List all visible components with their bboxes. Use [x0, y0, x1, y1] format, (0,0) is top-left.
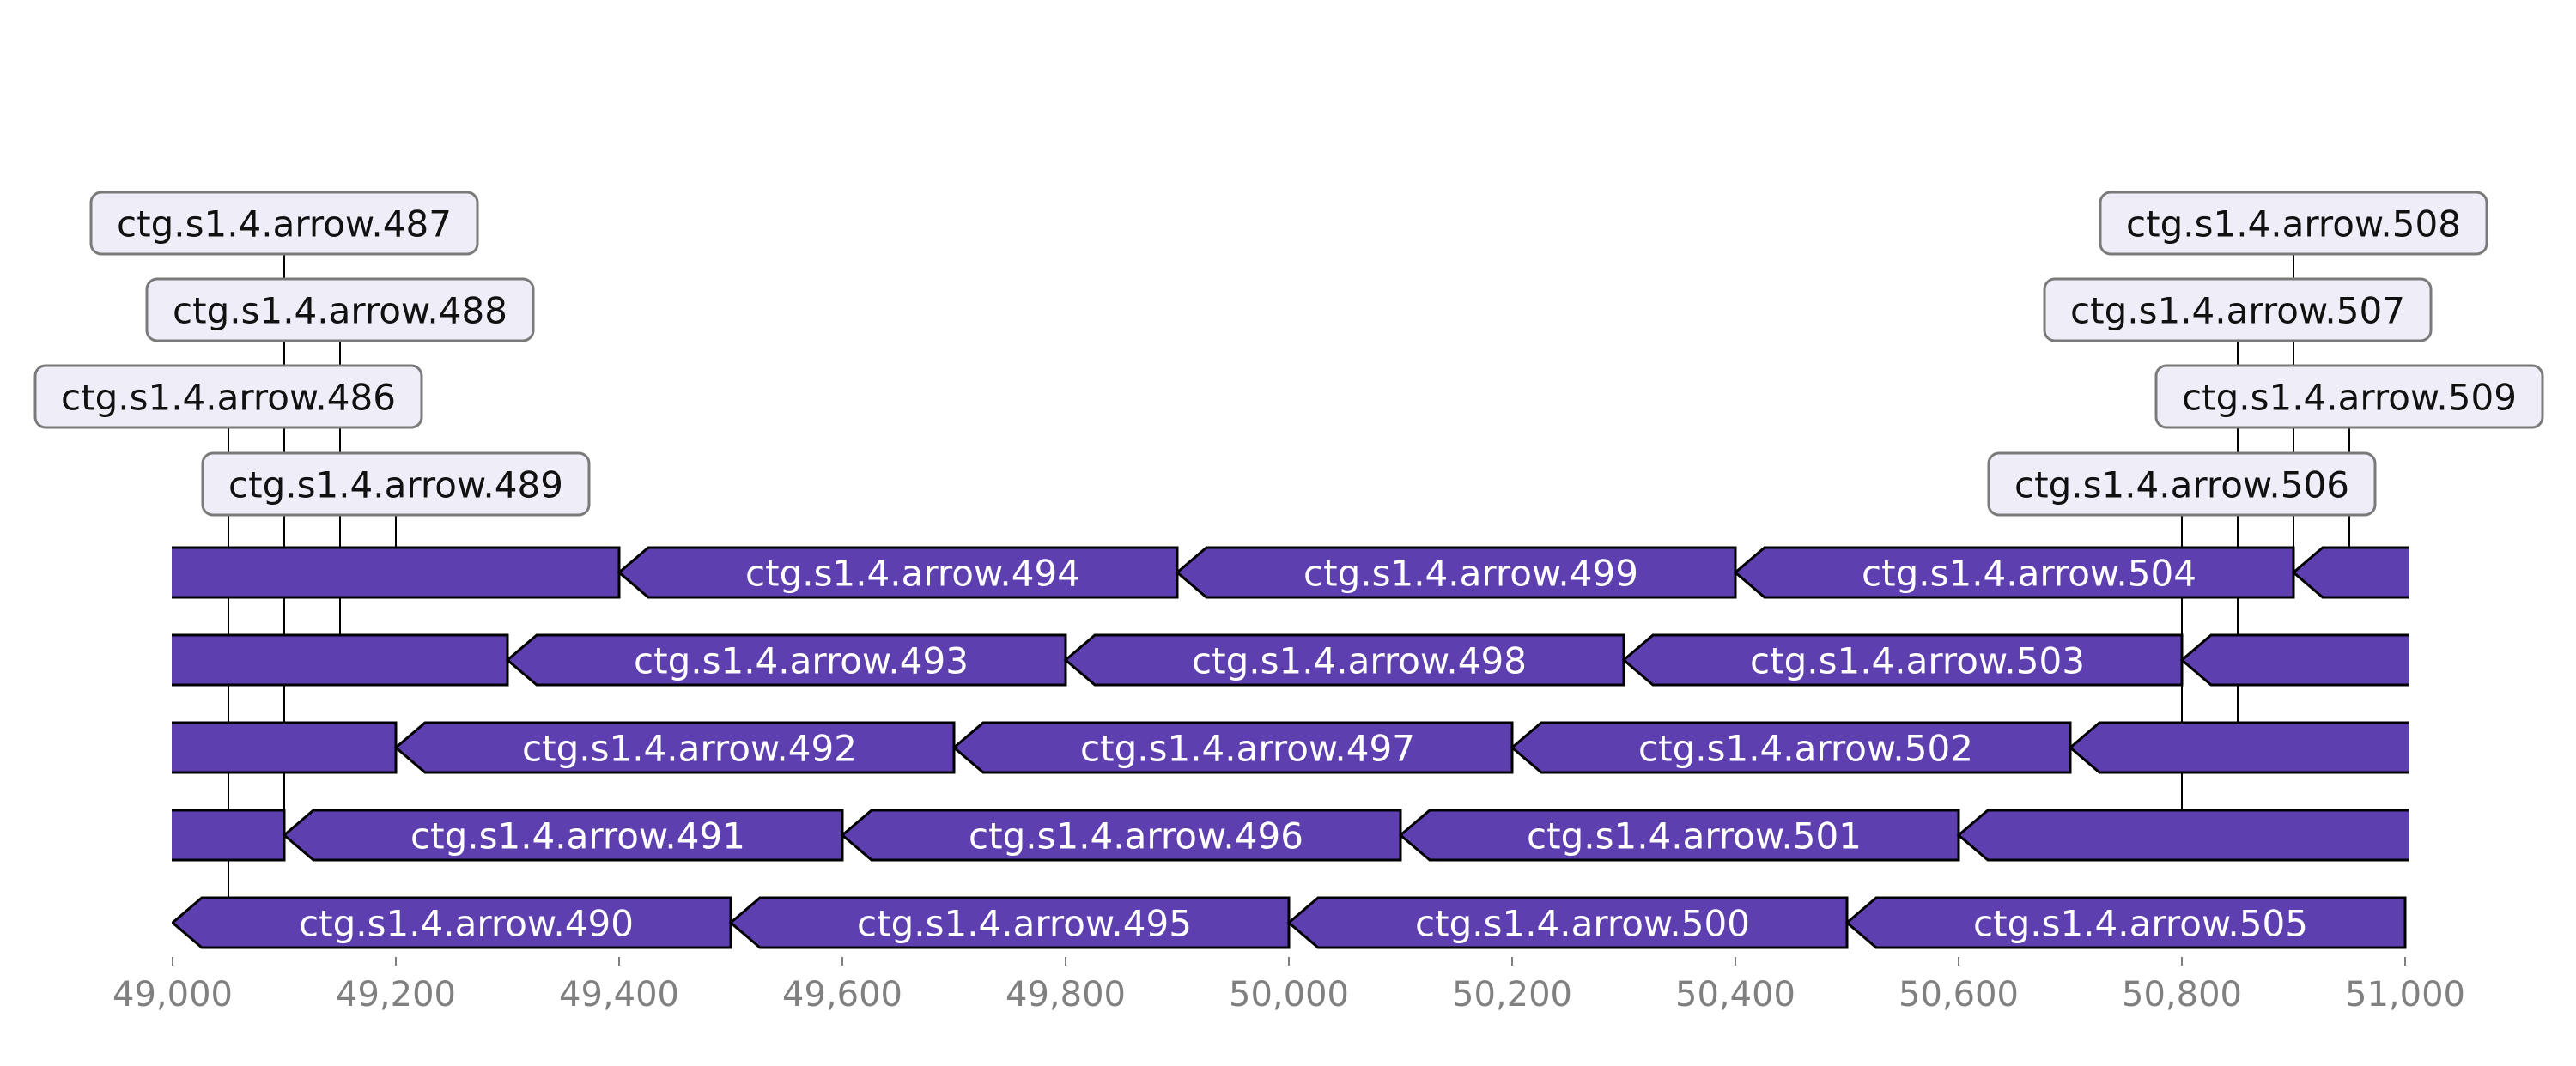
x-tick-label: 50,400: [1675, 975, 1795, 1015]
feature-callout[interactable]: ctg.s1.4.arrow.506: [1987, 451, 2377, 517]
gene-feature-arrow[interactable]: [2291, 546, 2576, 599]
feature-label: ctg.s1.4.arrow.492: [522, 728, 857, 770]
x-tick-label: 51,000: [2345, 975, 2465, 1015]
callout-box: [201, 451, 591, 517]
callout-box: [2043, 277, 2433, 342]
feature-label: ctg.s1.4.arrow.498: [1192, 640, 1527, 682]
x-tick-label: 50,600: [1899, 975, 2019, 1015]
x-tick-label: 49,800: [1005, 975, 1126, 1015]
callout-box: [2099, 191, 2488, 256]
callout-text: ctg.s1.4.arrow.508: [2126, 203, 2461, 245]
feature-callout[interactable]: ctg.s1.4.arrow.507: [2043, 277, 2433, 342]
gene-feature-arrow[interactable]: [2179, 633, 2576, 687]
gene-feature-arrow[interactable]: [0, 721, 398, 774]
feature-label: ctg.s1.4.arrow.493: [634, 640, 969, 682]
feature-callout[interactable]: ctg.s1.4.arrow.486: [33, 364, 423, 429]
feature-label: ctg.s1.4.arrow.503: [1750, 640, 2085, 682]
feature-track: ctg.s1.4.arrow.490 ctg.s1.4.arrow.491 ctg.…: [0, 546, 2576, 949]
feature-label: ctg.s1.4.arrow.497: [1080, 728, 1415, 770]
x-tick-label: 50,000: [1229, 975, 1349, 1015]
callout-text: ctg.s1.4.arrow.507: [2070, 290, 2405, 332]
feature-label: ctg.s1.4.arrow.494: [745, 553, 1080, 595]
callout-text: ctg.s1.4.arrow.509: [2182, 377, 2517, 419]
x-tick-label: 50,800: [2122, 975, 2242, 1015]
feature-label: ctg.s1.4.arrow.501: [1527, 815, 1862, 857]
gene-feature-arrow[interactable]: [1844, 896, 2407, 949]
feature-callout[interactable]: ctg.s1.4.arrow.488: [145, 277, 535, 342]
x-tick-label: 49,600: [782, 975, 902, 1015]
callout-text: ctg.s1.4.arrow.486: [61, 377, 396, 419]
x-tick-label: 50,200: [1452, 975, 1572, 1015]
feature-label: ctg.s1.4.arrow.505: [1973, 903, 2308, 945]
feature-labels: ctg.s1.4.arrow.487 ctg.s1.4.arrow.488 ctg.…: [33, 191, 2544, 517]
callout-text: ctg.s1.4.arrow.488: [173, 290, 507, 332]
callout-box: [145, 277, 535, 342]
feature-callout[interactable]: ctg.s1.4.arrow.489: [201, 451, 591, 517]
callout-box: [1987, 451, 2377, 517]
callout-box: [89, 191, 479, 256]
x-tick-label: 49,400: [559, 975, 679, 1015]
gene-feature-arrow[interactable]: [1956, 809, 2517, 862]
gene-feature-arrow[interactable]: [0, 809, 286, 862]
callout-text: ctg.s1.4.arrow.487: [117, 203, 452, 245]
feature-label: ctg.s1.4.arrow.490: [299, 903, 634, 945]
callout-text: ctg.s1.4.arrow.489: [228, 464, 563, 506]
feature-callout[interactable]: ctg.s1.4.arrow.487: [89, 191, 479, 256]
feature-callout[interactable]: ctg.s1.4.arrow.508: [2099, 191, 2488, 256]
feature-label: ctg.s1.4.arrow.500: [1415, 903, 1750, 945]
feature-label: ctg.s1.4.arrow.502: [1638, 728, 1973, 770]
feature-label: ctg.s1.4.arrow.504: [1862, 553, 2196, 595]
x-tick-label: 49,000: [112, 975, 233, 1015]
gene-feature-arrow[interactable]: [2068, 721, 2576, 774]
callout-text: ctg.s1.4.arrow.506: [2014, 464, 2349, 506]
callout-box: [33, 364, 423, 429]
callout-box: [2154, 364, 2544, 429]
feature-label: ctg.s1.4.arrow.499: [1303, 553, 1638, 595]
gene-feature-arrow[interactable]: [61, 546, 621, 599]
x-tick-label: 49,200: [336, 975, 456, 1015]
feature-callout[interactable]: ctg.s1.4.arrow.509: [2154, 364, 2544, 429]
feature-label: ctg.s1.4.arrow.495: [857, 903, 1192, 945]
x-axis: 49,000 49,200 49,400 49,600 49,800 50,000 50,2…: [112, 957, 2465, 1015]
feature-label: ctg.s1.4.arrow.491: [410, 815, 745, 857]
feature-label: ctg.s1.4.arrow.496: [969, 815, 1303, 857]
gene-feature-arrow[interactable]: [0, 633, 509, 687]
